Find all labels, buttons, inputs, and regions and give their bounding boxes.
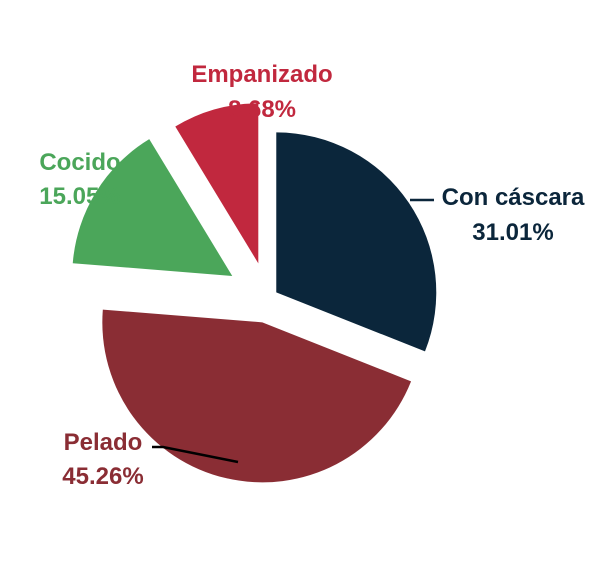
slice-value-label-empanizado: 8.68%	[228, 96, 296, 123]
slice-name-label-empanizado: Empanizado	[191, 61, 332, 88]
pie-slice-con-cáscara	[276, 132, 437, 352]
slice-name-label-cocido: Cocido	[39, 149, 120, 176]
slice-value-label-con-cáscara: 31.01%	[472, 219, 553, 246]
pie-slice-pelado	[102, 309, 412, 483]
pie-slice-cocido	[72, 139, 233, 276]
slice-value-label-cocido: 15.05%	[39, 183, 120, 210]
leader-line-1	[152, 445, 239, 464]
pie-slice-empanizado	[175, 103, 259, 264]
slice-value-label-pelado: 45.26%	[62, 463, 143, 490]
slice-name-label-pelado: Pelado	[64, 429, 143, 456]
slice-name-label-con-cáscara: Con cáscara	[442, 184, 585, 211]
